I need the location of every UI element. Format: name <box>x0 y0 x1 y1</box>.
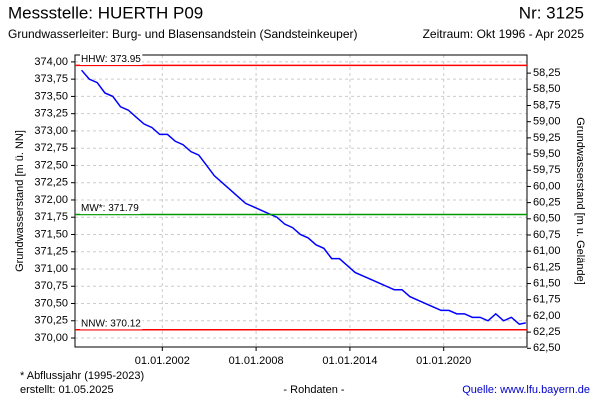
y-tick-label: 370,00 <box>34 332 68 344</box>
created: erstellt: 01.05.2025 <box>20 384 114 396</box>
y2-tick-label: 60,75 <box>533 229 561 241</box>
y2-tick-label: 59,25 <box>533 132 561 144</box>
source-link[interactable]: Quelle: www.lfu.bayern.de <box>462 384 590 396</box>
y2-tick-label: 60,25 <box>533 197 561 209</box>
y2-tick-label: 58,50 <box>533 83 561 95</box>
y2-tick-label: 58,75 <box>533 99 561 111</box>
y2-tick-label: 62,50 <box>533 342 561 354</box>
y2-axis-title: Grundwasserstand [m u. Gelände] <box>574 117 586 285</box>
reference-label: HHW: 373.95 <box>81 54 141 65</box>
y-tick-label: 372,25 <box>34 177 68 189</box>
reference-label: NNW: 370.12 <box>81 318 141 329</box>
y2-tick-label: 62,00 <box>533 310 561 322</box>
y2-tick-label: 61,00 <box>533 245 561 257</box>
y2-tick-label: 62,25 <box>533 326 561 338</box>
y-tick-label: 373,00 <box>34 125 68 137</box>
y-tick-label: 373,75 <box>34 73 68 85</box>
y2-tick-label: 61,75 <box>533 294 561 306</box>
aquifer: Grundwasserleiter: Burg- und Blasensands… <box>8 27 358 41</box>
reference-label-bg <box>80 53 143 65</box>
footnote: * Abflussjahr (1995-2023) <box>20 370 144 382</box>
y2-tick-label: 59,00 <box>533 116 561 128</box>
y-tick-label: 372,50 <box>34 159 68 171</box>
y-tick-label: 370,25 <box>34 315 68 327</box>
y2-tick-label: 60,00 <box>533 180 561 192</box>
y2-tick-label: 58,25 <box>533 67 561 79</box>
raw-data-note: - Rohdaten - <box>283 384 344 396</box>
y-tick-label: 370,75 <box>34 280 68 292</box>
y-tick-label: 374,00 <box>34 56 68 68</box>
y2-tick-label: 60,50 <box>533 213 561 225</box>
station-number: Nr: 3125 <box>519 3 584 22</box>
plot-frame <box>74 54 528 348</box>
y-tick-label: 372,75 <box>34 142 68 154</box>
chart-title: Messstelle: HUERTH P09 <box>8 3 203 22</box>
reference-label-bg <box>80 318 143 330</box>
y-tick-label: 372,00 <box>34 194 68 206</box>
y-axis-title: Grundwasserstand [m ü. NN] <box>14 130 26 272</box>
y-tick-label: 373,25 <box>34 108 68 120</box>
period: Zeitraum: Okt 1996 - Apr 2025 <box>423 27 585 41</box>
x-tick-label: 01.01.2014 <box>322 355 377 367</box>
y2-tick-label: 61,25 <box>533 261 561 273</box>
y2-tick-label: 59,75 <box>533 164 561 176</box>
y2-tick-label: 61,50 <box>533 277 561 289</box>
y-tick-label: 371,25 <box>34 246 68 258</box>
y-tick-label: 371,75 <box>34 211 68 223</box>
x-tick-label: 01.01.2020 <box>416 355 471 367</box>
y2-tick-label: 59,50 <box>533 148 561 160</box>
y-tick-label: 373,50 <box>34 90 68 102</box>
series-line <box>80 69 526 326</box>
y-tick-label: 370,50 <box>34 297 68 309</box>
reference-label: MW*: 371.79 <box>81 203 139 214</box>
y-tick-label: 371,50 <box>34 228 68 240</box>
x-tick-label: 01.01.2002 <box>135 355 190 367</box>
x-tick-label: 01.01.2008 <box>229 355 284 367</box>
reference-label-bg <box>80 203 141 215</box>
y-tick-label: 371,00 <box>34 263 68 275</box>
